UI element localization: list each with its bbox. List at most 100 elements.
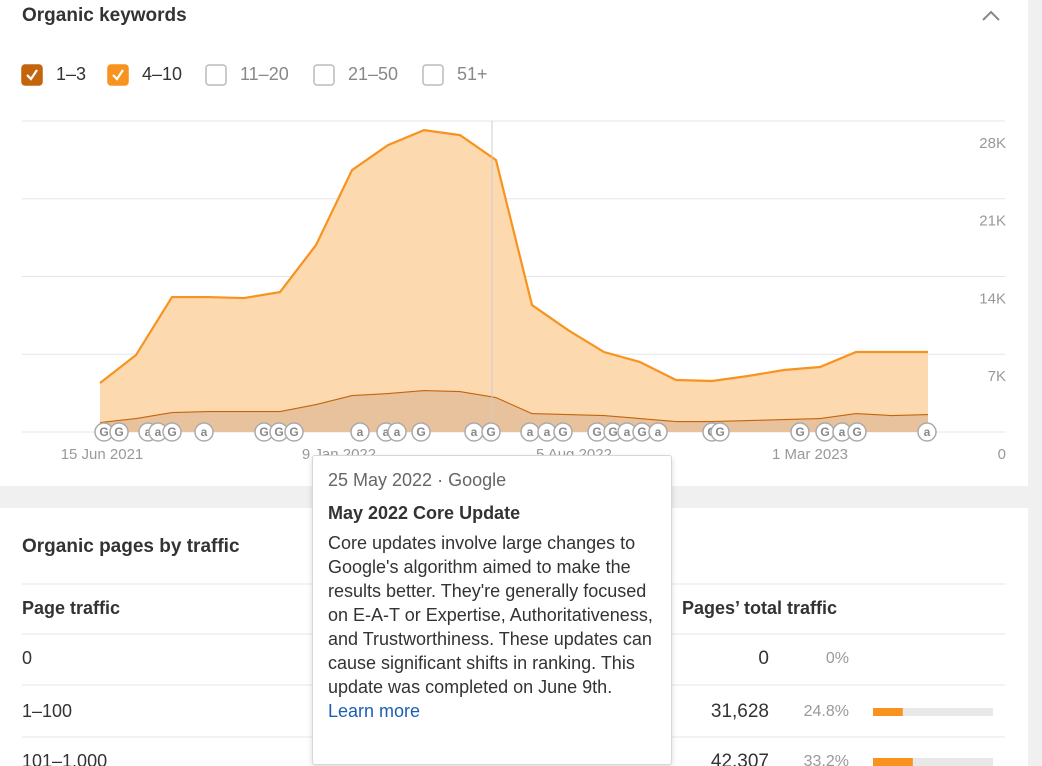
event-marker[interactable]: G: [847, 422, 867, 442]
marker-letter: G: [715, 425, 724, 439]
marker-letter: a: [527, 425, 534, 439]
y-tick-label: 21K: [979, 213, 1006, 230]
line: [99, 128, 928, 384]
cell: 0%: [826, 650, 849, 667]
cell: 1–100: [22, 701, 72, 721]
y-tick-label: 0: [998, 446, 1006, 463]
collapse-chevron[interactable]: [982, 10, 1000, 21]
marker-letter: G: [795, 425, 804, 439]
marker-circle: [387, 422, 407, 442]
marker-circle: [790, 422, 810, 442]
event-marker[interactable]: a: [648, 422, 668, 442]
x-tick-label: 1 Mar 2023: [772, 446, 848, 463]
bar: [873, 758, 913, 766]
filter-checkbox[interactable]: 4–10: [107, 64, 182, 86]
marker-letter: a: [155, 425, 162, 439]
tooltip-header: 25 May 2022 · Google: [328, 470, 507, 490]
marker-letter: a: [357, 425, 364, 439]
event-marker[interactable]: G: [411, 422, 431, 442]
event-marker[interactable]: a: [194, 422, 214, 442]
event-marker[interactable]: G: [815, 422, 835, 442]
panel-title: Organic pages by traffic: [22, 536, 240, 557]
marker-circle: [917, 422, 937, 442]
filter-checkbox[interactable]: 21–50: [313, 64, 398, 86]
checkmark: [112, 69, 124, 81]
marker-letter: a: [544, 425, 551, 439]
marker-letter: G: [289, 425, 298, 439]
filter-checkbox[interactable]: 51+: [422, 64, 488, 86]
marker-letter: a: [383, 425, 390, 439]
checkbox: [313, 64, 335, 86]
event-marker[interactable]: G: [481, 422, 501, 442]
y-tick-label: 7K: [988, 368, 1006, 385]
filter-label: 1–3: [56, 64, 86, 84]
event-marker[interactable]: a: [917, 422, 937, 442]
tooltip-text: Core updates involve large changes to Go…: [328, 533, 653, 697]
marker-letter: G: [167, 425, 176, 439]
event-marker[interactable]: a: [520, 422, 540, 442]
checkmark: [26, 69, 38, 81]
tooltip-date: 25 May 2022: [328, 470, 433, 490]
marker-letter: G: [637, 425, 646, 439]
marker-letter: a: [924, 425, 931, 439]
column-header: Page traffic: [22, 598, 120, 618]
marker-circle: [284, 422, 304, 442]
marker-circle: [350, 422, 370, 442]
marker-letter: G: [416, 425, 425, 439]
event-marker[interactable]: G: [162, 422, 182, 442]
marker-letter: a: [624, 425, 631, 439]
bar-track: [873, 758, 993, 766]
panel-title: Organic keywords: [22, 5, 187, 26]
filter-checkbox[interactable]: 11–20: [205, 64, 289, 86]
x-tick-label: 15 Jun 2021: [61, 446, 144, 463]
event-marker[interactable]: a: [537, 422, 557, 442]
marker-letter: G: [259, 425, 268, 439]
bar: [873, 708, 903, 716]
marker-circle: [710, 422, 730, 442]
marker-letter: a: [394, 425, 401, 439]
marker-letter: G: [820, 425, 829, 439]
cell: 0: [758, 648, 769, 669]
event-marker[interactable]: G: [603, 422, 623, 442]
bar-track: [873, 708, 993, 716]
marker-letter: a: [839, 425, 846, 439]
cell: 33.2%: [804, 753, 849, 766]
filter-checkbox[interactable]: 1–3: [21, 64, 86, 86]
marker-letter: a: [201, 425, 208, 439]
tooltip-body: Core updates involve large changes to Go…: [328, 531, 656, 723]
marker-letter: G: [558, 425, 567, 439]
marker-circle: [847, 422, 867, 442]
event-marker[interactable]: a: [387, 422, 407, 442]
filter-label: 21–50: [348, 64, 398, 84]
event-marker[interactable]: a: [464, 422, 484, 442]
event-marker[interactable]: G: [710, 422, 730, 442]
filter-label: 51+: [457, 64, 488, 84]
checkbox: [422, 64, 444, 86]
marker-letter: G: [99, 425, 108, 439]
marker-letter: G: [852, 425, 861, 439]
event-marker[interactable]: G: [790, 422, 810, 442]
marker-letter: G: [274, 425, 283, 439]
tooltip-source: Google: [448, 470, 507, 490]
cell: 101–1,000: [22, 751, 107, 766]
event-marker[interactable]: G: [284, 422, 304, 442]
column-header: Pages’ total traffic: [682, 598, 837, 618]
cell: 31,628: [711, 701, 769, 722]
event-marker[interactable]: a: [350, 422, 370, 442]
event-marker[interactable]: G: [109, 422, 129, 442]
area: [100, 130, 928, 423]
checkbox: [107, 64, 129, 86]
marker-letter: a: [471, 425, 478, 439]
learn-more-link[interactable]: Learn more: [328, 701, 421, 721]
marker-circle: [648, 422, 668, 442]
cell: 24.8%: [804, 703, 849, 720]
marker-letter: G: [486, 425, 495, 439]
marker-circle: [109, 422, 129, 442]
y-tick-label: 28K: [979, 135, 1006, 152]
checkbox: [205, 64, 227, 86]
event-marker[interactable]: G: [553, 422, 573, 442]
marker-circle: [162, 422, 182, 442]
marker-letter: a: [655, 425, 662, 439]
tooltip: 25 May 2022 · Google May 2022 Core Updat…: [312, 455, 672, 765]
